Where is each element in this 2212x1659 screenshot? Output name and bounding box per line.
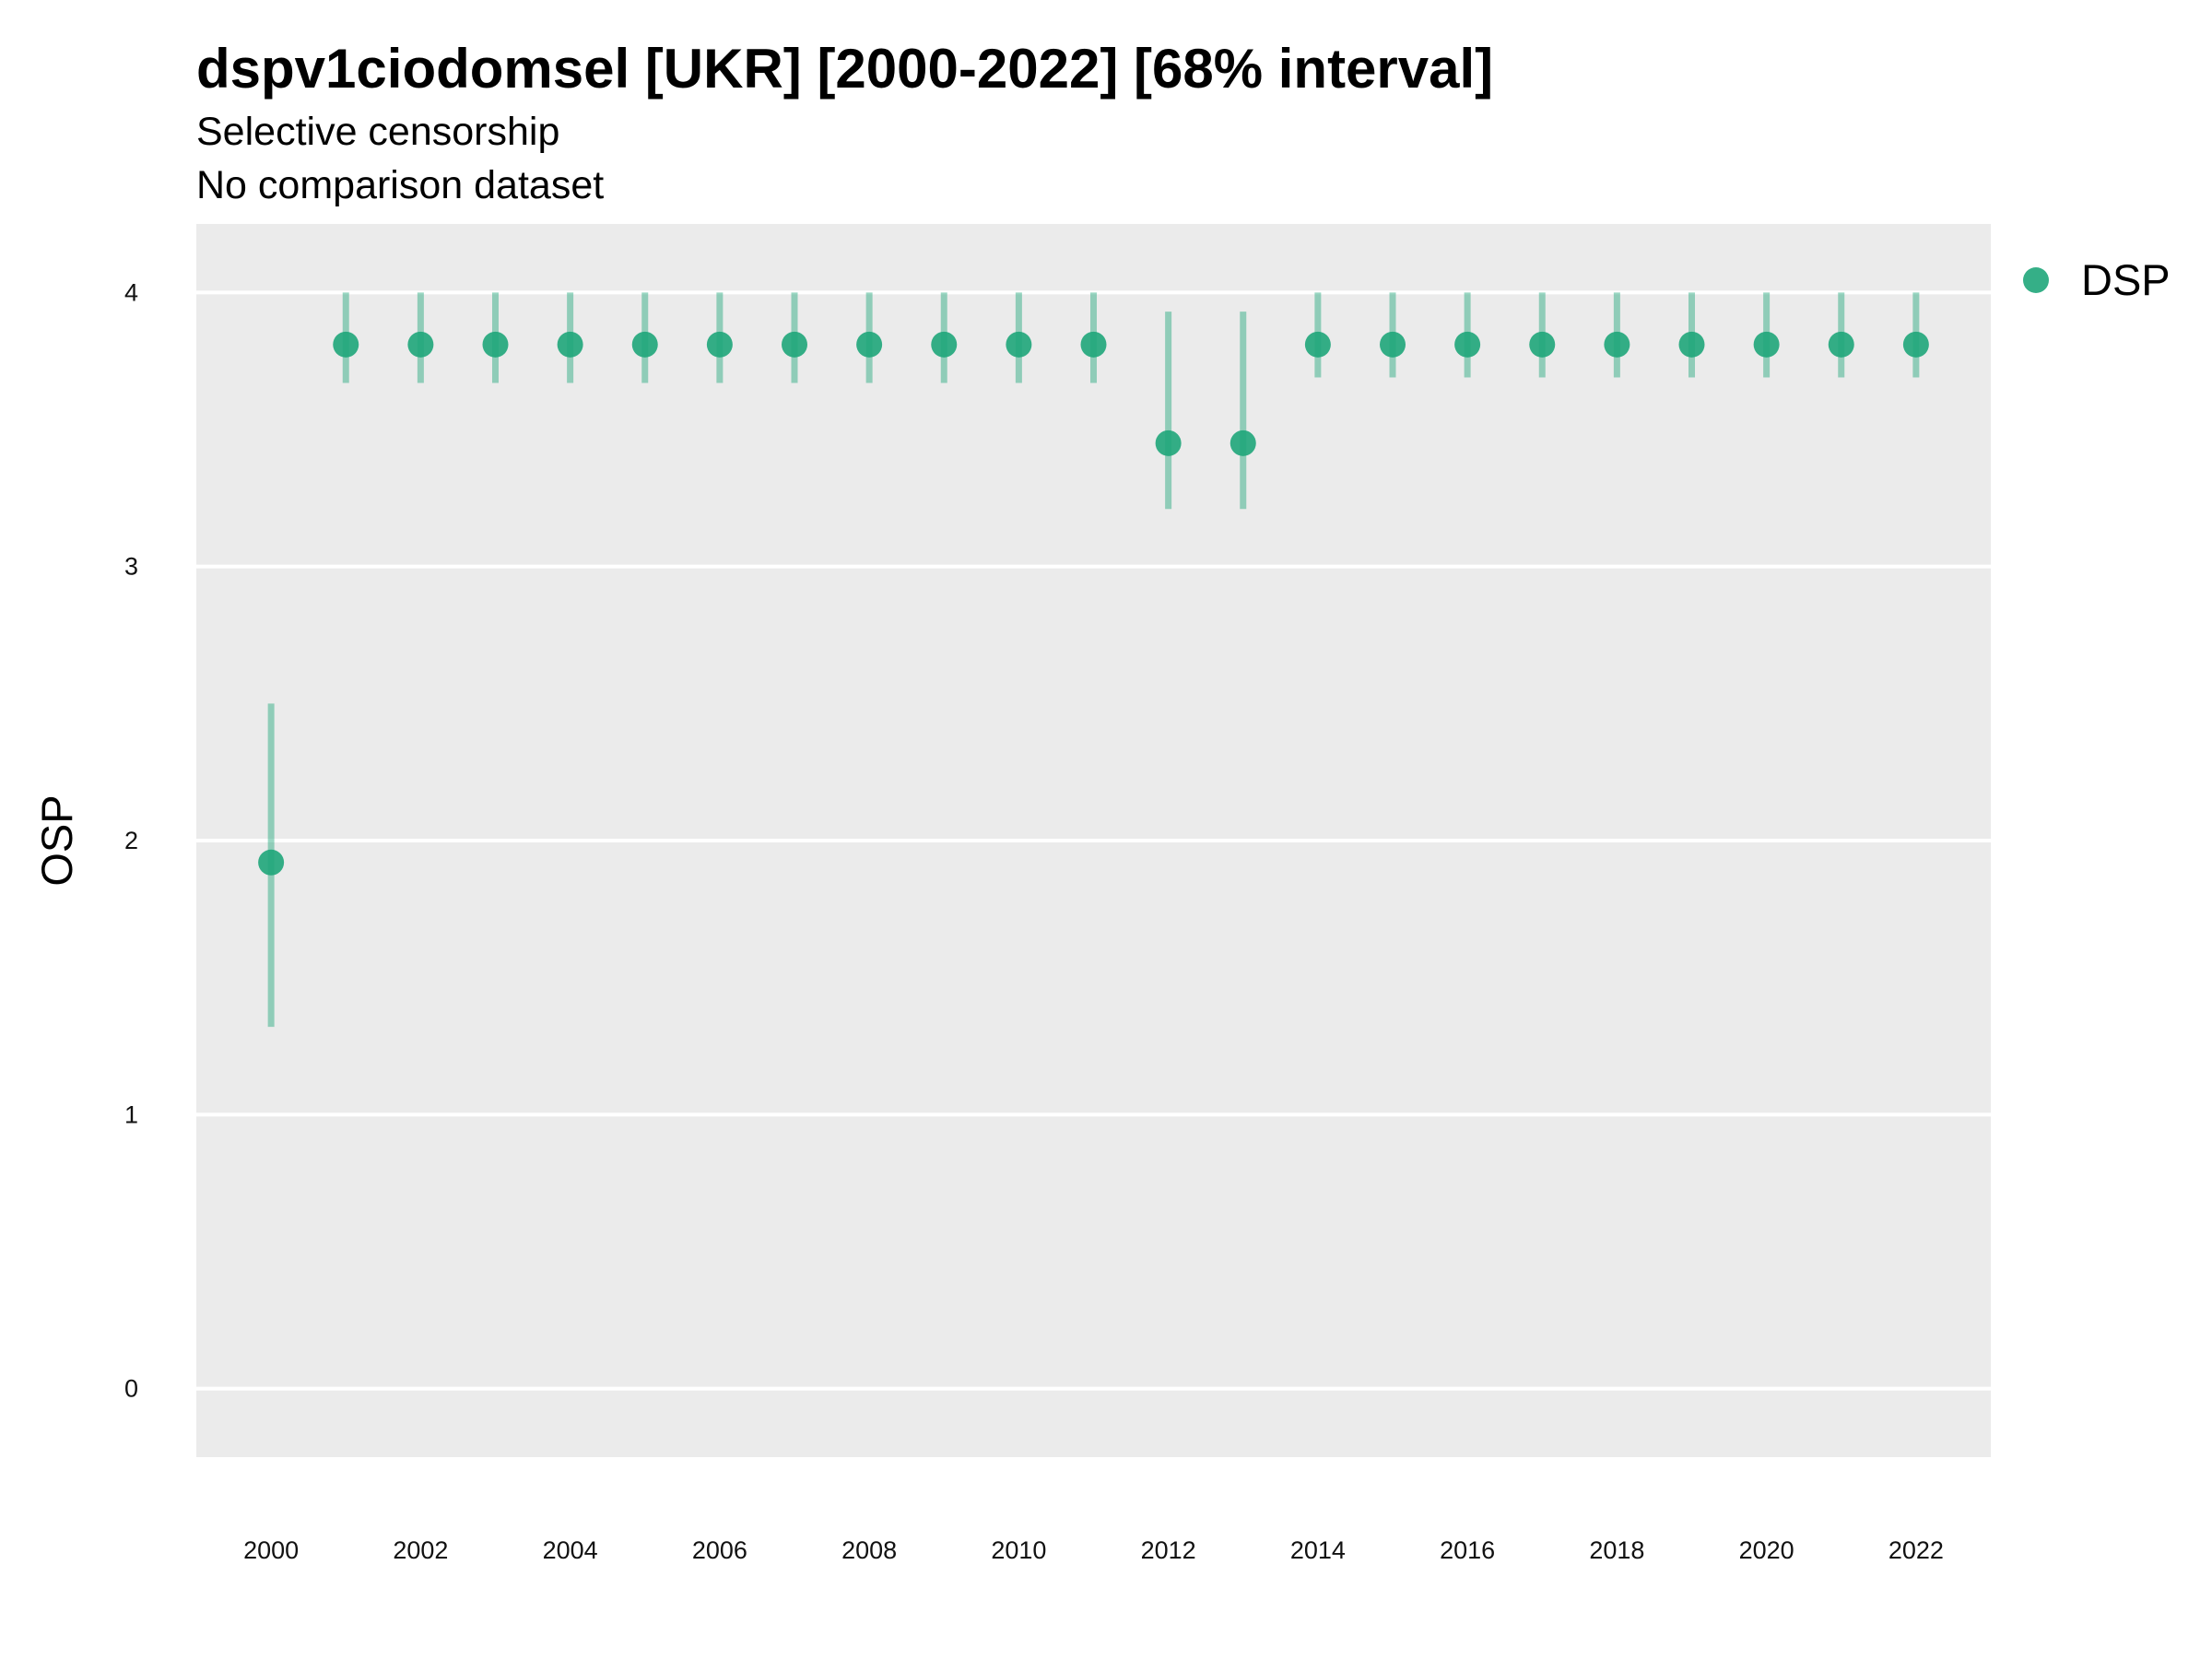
chart-subtitle-2: No comparison dataset [196, 163, 604, 207]
data-point [1902, 331, 1929, 358]
x-tick-label: 2014 [1290, 1536, 1346, 1564]
y-tick-label: 1 [124, 1100, 138, 1128]
legend: DSP [2023, 255, 2171, 304]
data-point [1529, 331, 1556, 358]
data-point [1155, 429, 1182, 456]
data-point [1080, 331, 1107, 358]
data-point [1380, 331, 1406, 358]
x-tick-label: 2000 [243, 1536, 299, 1564]
y-tick-label: 2 [124, 827, 138, 854]
data-point [258, 849, 285, 876]
x-tick-label: 2006 [692, 1536, 747, 1564]
data-point [1604, 331, 1630, 358]
data-point [407, 331, 434, 358]
x-tick-label: 2022 [1888, 1536, 1944, 1564]
y-tick-labels: 0 1 2 3 4 [124, 278, 138, 1402]
data-points [258, 331, 1929, 876]
x-tick-label: 2010 [991, 1536, 1046, 1564]
grid-lines [196, 290, 1991, 1391]
data-point [1006, 331, 1032, 358]
data-point [482, 331, 509, 358]
data-point [931, 331, 958, 358]
data-point [1678, 331, 1705, 358]
y-axis-label: OSP [32, 794, 81, 886]
x-tick-label: 2004 [543, 1536, 598, 1564]
x-tick-label: 2008 [841, 1536, 897, 1564]
y-tick-label: 0 [124, 1375, 138, 1403]
x-tick-label: 2012 [1141, 1536, 1196, 1564]
y-tick-label: 4 [124, 278, 138, 306]
chart-subtitle: Selective censorship [196, 110, 559, 154]
data-point [1828, 331, 1854, 358]
data-point [1454, 331, 1481, 358]
chart-title: dspv1ciodomsel [UKR] [2000-2022] [68% in… [196, 38, 1493, 100]
data-point [706, 331, 733, 358]
data-point [1753, 331, 1780, 358]
x-tick-label: 2016 [1440, 1536, 1495, 1564]
data-point [333, 331, 359, 358]
data-point [1304, 331, 1331, 358]
x-tick-label: 2018 [1589, 1536, 1644, 1564]
legend-label-dsp: DSP [2081, 255, 2171, 304]
data-point [631, 331, 658, 358]
data-point [856, 331, 883, 358]
x-tick-label: 2002 [393, 1536, 448, 1564]
x-tick-label: 2020 [1739, 1536, 1794, 1564]
data-point [557, 331, 583, 358]
x-tick-labels: 2000 2002 2004 2006 2008 2010 2012 2014 2016 2018… [243, 1536, 1944, 1564]
data-point [1230, 429, 1256, 456]
y-tick-label: 3 [124, 553, 138, 581]
data-point [782, 331, 807, 358]
legend-swatch-dsp [2023, 267, 2049, 293]
